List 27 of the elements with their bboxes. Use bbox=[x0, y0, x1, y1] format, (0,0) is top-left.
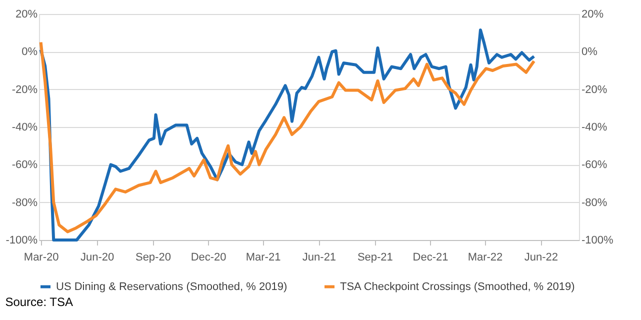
y2-tick-label: -80% bbox=[582, 196, 608, 209]
x-tick-label: Dec-20 bbox=[190, 252, 226, 264]
legend-label: US Dining & Reservations (Smoothed, % 2019) bbox=[56, 280, 288, 293]
x-tick-label: Jun-21 bbox=[302, 252, 336, 264]
y2-tick-label: -40% bbox=[582, 122, 608, 134]
y2-tick-label: -20% bbox=[582, 84, 608, 96]
y-tick-label: -20% bbox=[12, 84, 38, 96]
y-tick-label: 20% bbox=[15, 8, 38, 20]
y2-tick-label: 20% bbox=[582, 8, 604, 20]
y2-tick-label: 0% bbox=[582, 46, 598, 58]
y-tick-label: -100% bbox=[6, 234, 38, 246]
y2-tick-label: -60% bbox=[582, 159, 608, 172]
y2-tick-label: -100% bbox=[582, 234, 614, 246]
x-tick-label: Mar-21 bbox=[246, 252, 281, 264]
x-tick-label: Dec-21 bbox=[412, 252, 448, 264]
x-tick-label: Sep-21 bbox=[357, 252, 393, 264]
x-tick-label: Mar-20 bbox=[24, 252, 59, 264]
y-tick-label: -40% bbox=[12, 122, 38, 134]
x-tick-label: Jun-22 bbox=[524, 252, 558, 264]
source-note: Source: TSA bbox=[5, 295, 74, 309]
x-tick-label: Jun-20 bbox=[80, 252, 114, 264]
y-tick-label: -80% bbox=[12, 196, 38, 209]
x-tick-label: Mar-22 bbox=[468, 252, 503, 264]
y-tick-label: -60% bbox=[12, 159, 38, 172]
legend-label: TSA Checkpoint Crossings (Smoothed, % 2019) bbox=[340, 280, 575, 293]
y-tick-label: 0% bbox=[22, 46, 38, 58]
x-tick-label: Sep-20 bbox=[135, 252, 171, 264]
